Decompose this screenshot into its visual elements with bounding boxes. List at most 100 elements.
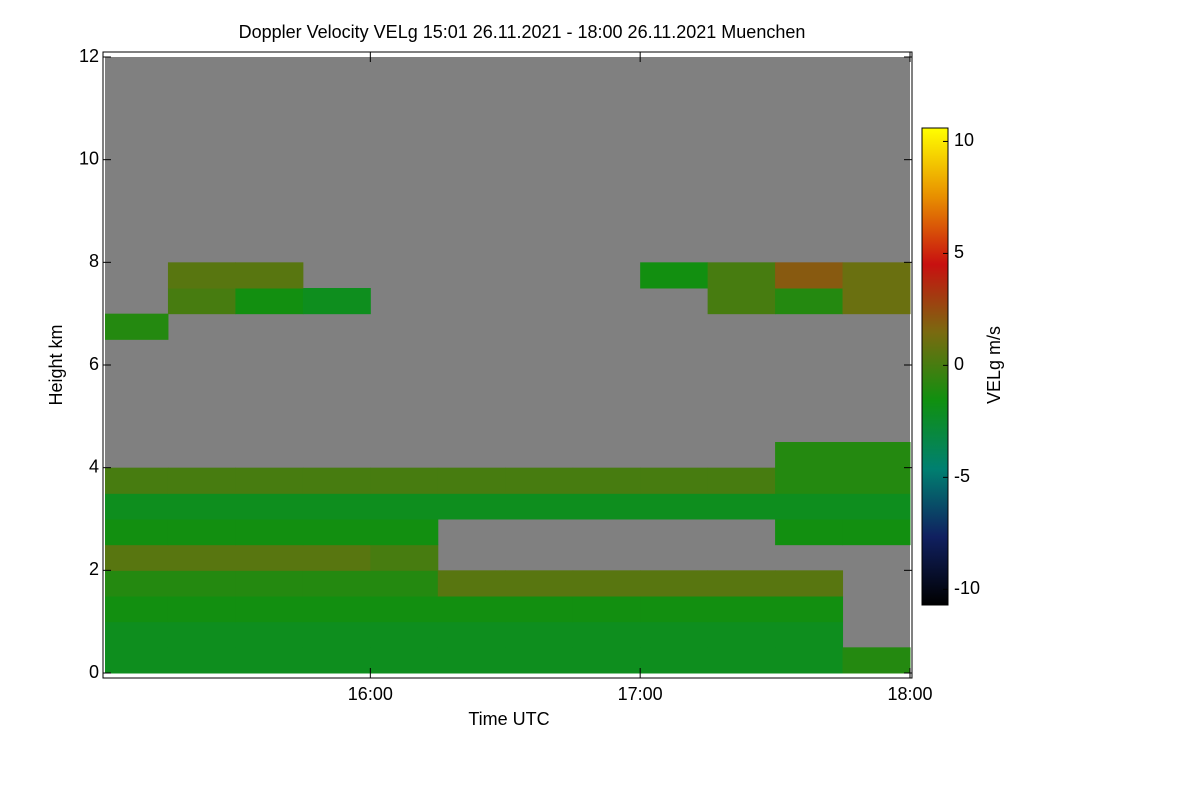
heatmap-cell [842, 288, 911, 315]
heatmap-cell [105, 596, 169, 623]
x-axis-label: Time UTC [468, 709, 549, 729]
heatmap-cell [505, 467, 574, 494]
heatmap-cell [167, 262, 236, 289]
heatmap-cell [437, 647, 506, 674]
heatmap-cell [437, 467, 506, 494]
heatmap-cell [105, 493, 169, 520]
heatmap-cell [775, 621, 844, 648]
heatmap-cell [775, 570, 844, 597]
heatmap-cell [572, 493, 641, 520]
heatmap-cell [505, 647, 574, 674]
heatmap-cell [235, 467, 304, 494]
heatmap-cell [167, 647, 236, 674]
heatmap-cell [572, 621, 641, 648]
chart-title: Doppler Velocity VELg 15:01 26.11.2021 -… [239, 22, 806, 42]
y-tick-label: 0 [89, 662, 99, 682]
heatmap-cell [105, 647, 169, 674]
heatmap-cell [775, 467, 844, 494]
colorbar-tick-label: 10 [954, 130, 974, 150]
heatmap-cell [302, 288, 371, 315]
heatmap-cell [707, 596, 776, 623]
heatmap-cell [437, 621, 506, 648]
heatmap-cell [640, 570, 709, 597]
heatmap-cell [572, 596, 641, 623]
heatmap-cell [707, 262, 776, 289]
heatmap-cell [775, 493, 844, 520]
heatmap-cell [707, 570, 776, 597]
heatmap-cell [842, 493, 911, 520]
heatmap-cell [505, 596, 574, 623]
heatmap-cell [707, 621, 776, 648]
heatmap-cell [302, 519, 371, 546]
heatmap-cell [167, 621, 236, 648]
heatmap-cell [235, 262, 304, 289]
heatmap-cell [842, 262, 911, 289]
heatmap-cell [505, 570, 574, 597]
heatmap-cell [235, 544, 304, 571]
heatmap-cell [707, 467, 776, 494]
heatmap-cell [167, 467, 236, 494]
heatmap-cell [235, 570, 304, 597]
heatmap-cell [370, 621, 439, 648]
heatmap-cell [167, 519, 236, 546]
heatmap-cell [105, 621, 169, 648]
heatmap-cell [842, 442, 911, 469]
heatmap-cell [302, 570, 371, 597]
y-axis-label: Height km [46, 324, 66, 405]
heatmap-cell [572, 570, 641, 597]
heatmap-cell [370, 570, 439, 597]
heatmap-cell [370, 647, 439, 674]
heatmap-cell [437, 570, 506, 597]
y-tick-label: 4 [89, 456, 99, 476]
heatmap-cell [370, 519, 439, 546]
heatmap-cell [437, 493, 506, 520]
heatmap-cell [572, 647, 641, 674]
heatmap-cell [775, 647, 844, 674]
heatmap-cell [370, 596, 439, 623]
heatmap-cell [640, 262, 709, 289]
heatmap-cell [105, 544, 169, 571]
x-tick-label: 16:00 [348, 684, 393, 704]
x-tick-label: 18:00 [887, 684, 932, 704]
heatmap-cell [302, 467, 371, 494]
heatmap-cell [640, 467, 709, 494]
heatmap-cell [370, 544, 439, 571]
y-tick-label: 8 [89, 251, 99, 271]
heatmap-cell [640, 493, 709, 520]
heatmap-cell [167, 596, 236, 623]
heatmap-cell [640, 596, 709, 623]
heatmap-cell [302, 544, 371, 571]
heatmap-cell [235, 288, 304, 315]
heatmap-cell [842, 647, 911, 674]
y-tick-label: 2 [89, 559, 99, 579]
colorbar [921, 127, 949, 606]
heatmap-cell [505, 493, 574, 520]
heatmap-cell [235, 647, 304, 674]
heatmap-cell [707, 493, 776, 520]
heatmap-cell [235, 519, 304, 546]
colorbar-tick-label: -10 [954, 578, 980, 598]
heatmap-cell [302, 621, 371, 648]
heatmap-cell [235, 493, 304, 520]
heatmap-cell [235, 596, 304, 623]
heatmap-cell [167, 288, 236, 315]
heatmap-cell [640, 621, 709, 648]
heatmap-cell [505, 621, 574, 648]
y-tick-label: 12 [79, 46, 99, 66]
heatmap-cell [105, 519, 169, 546]
y-tick-label: 10 [79, 148, 99, 168]
heatmap-cell [775, 262, 844, 289]
heatmap-cell [235, 621, 304, 648]
heatmap-cell [302, 596, 371, 623]
heatmap-cell [437, 596, 506, 623]
heatmap-cell [167, 493, 236, 520]
heatmap-cell [842, 467, 911, 494]
heatmap-cell [842, 519, 911, 546]
heatmap-cell [370, 493, 439, 520]
heatmap-cell [302, 493, 371, 520]
x-tick-label: 17:00 [618, 684, 663, 704]
heatmap-cell [775, 596, 844, 623]
heatmap-cell [167, 544, 236, 571]
heatmap-cell [775, 519, 844, 546]
colorbar-tick-label: 0 [954, 354, 964, 374]
